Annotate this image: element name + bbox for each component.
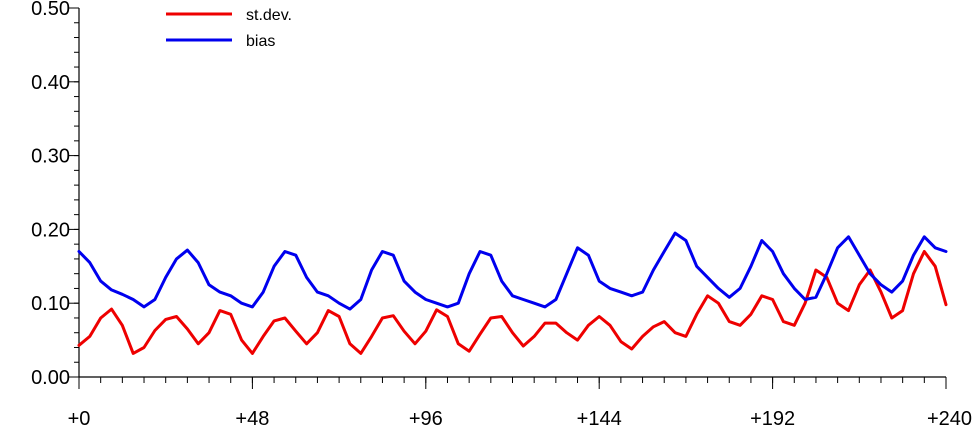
y-tick-label: 0.30: [31, 146, 70, 168]
x-tick-label: +0: [68, 408, 91, 430]
legend: st.dev. bias: [166, 7, 292, 50]
series-line-bias: [77, 231, 948, 311]
x-tick-label: +96: [409, 408, 443, 430]
y-tick-label: 0.50: [31, 0, 70, 20]
y-tick-label: 0.10: [31, 293, 70, 315]
y-tick-label: 0.40: [31, 72, 70, 94]
x-axis: +0 +48 +96 +144 +192 +240: [68, 376, 972, 430]
x-tick-label: +192: [750, 408, 795, 430]
y-tick-label: 0.20: [31, 219, 70, 241]
series-layer: [77, 231, 948, 355]
legend-label: st.dev.: [246, 7, 292, 24]
x-tick-label: +48: [235, 408, 269, 430]
legend-label: bias: [246, 33, 275, 50]
y-axis: 0.00 0.10 0.20 0.30 0.40 0.50: [31, 0, 80, 389]
series-line-stdev: [77, 250, 948, 355]
y-tick-label: 0.00: [31, 367, 70, 389]
x-tick-label: +240: [927, 408, 972, 430]
x-tick-label: +144: [577, 408, 622, 430]
